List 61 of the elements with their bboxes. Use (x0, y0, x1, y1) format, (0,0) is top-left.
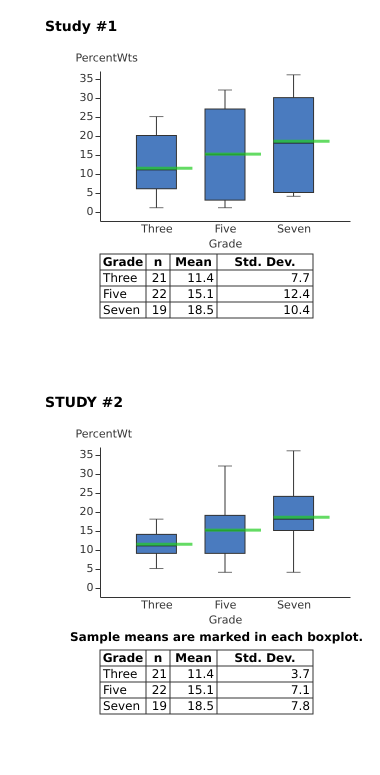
y-tick-label: 0 (86, 205, 94, 218)
category-label: Grade (102, 651, 144, 665)
text: 22 (152, 683, 167, 697)
x-tick-label: Five (214, 598, 237, 612)
text: Sample means are marked in each boxplot. (70, 630, 364, 644)
y-tick-label: 35 (80, 72, 94, 86)
category-label: Grade (102, 255, 144, 269)
y-tick-label: 25 (80, 110, 94, 124)
y-tick-label: 15 (80, 524, 94, 538)
text: 7.1 (290, 683, 310, 697)
y-tick-label: 20 (80, 129, 94, 142)
chart-title: STUDY #2 (45, 395, 124, 411)
text: 18.5 (187, 303, 214, 317)
text: Five (103, 287, 127, 301)
text: 12.4 (283, 287, 310, 301)
category-label: Std. Dev. (234, 651, 296, 665)
text: 10.4 (283, 303, 310, 317)
text: 11.4 (187, 667, 214, 681)
text: 15.1 (187, 683, 214, 697)
y-tick-label: 15 (80, 148, 94, 162)
category-label: Mean (175, 651, 212, 665)
chart-title: Study #1 (45, 19, 118, 35)
text: Seven (103, 699, 140, 713)
text: 21 (152, 667, 167, 681)
y-tick-label: 5 (86, 186, 94, 200)
x-tick-label: Three (140, 222, 173, 236)
text: Seven (103, 303, 140, 317)
y-tick-label: 25 (80, 486, 94, 500)
text: 19 (152, 303, 167, 317)
y-tick-label: 10 (80, 543, 94, 556)
category-label: n (154, 651, 162, 665)
y-axis-title: PercentWt (76, 428, 133, 440)
y-tick-label: 35 (80, 448, 94, 462)
x-tick-label: Seven (277, 598, 312, 612)
text: 7.8 (290, 699, 310, 713)
text: 15.1 (187, 287, 214, 301)
text: 3.7 (290, 667, 310, 681)
y-tick-label: 0 (86, 581, 94, 594)
x-tick-label: Three (140, 598, 173, 612)
y-tick-label: 5 (86, 562, 94, 576)
text: 22 (152, 287, 167, 301)
y-axis-title: PercentWts (76, 52, 138, 64)
y-tick-label: 30 (80, 467, 94, 480)
x-tick-label: Five (214, 222, 237, 236)
text: Five (103, 683, 127, 697)
text: 18.5 (187, 699, 214, 713)
text: 11.4 (187, 271, 214, 285)
text: 19 (152, 699, 167, 713)
x-axis-title: Grade (208, 238, 242, 250)
category-label: Mean (175, 255, 212, 269)
x-axis-title: Grade (208, 614, 242, 626)
y-tick-label: 10 (80, 167, 94, 180)
x-tick-label: Seven (277, 222, 312, 236)
y-tick-label: 20 (80, 505, 94, 518)
text: Three (102, 271, 138, 285)
text: 7.7 (290, 271, 310, 285)
category-label: n (154, 255, 162, 269)
text: 21 (152, 271, 167, 285)
category-label: Std. Dev. (234, 255, 296, 269)
text: Three (102, 667, 138, 681)
y-tick-label: 30 (80, 91, 94, 104)
